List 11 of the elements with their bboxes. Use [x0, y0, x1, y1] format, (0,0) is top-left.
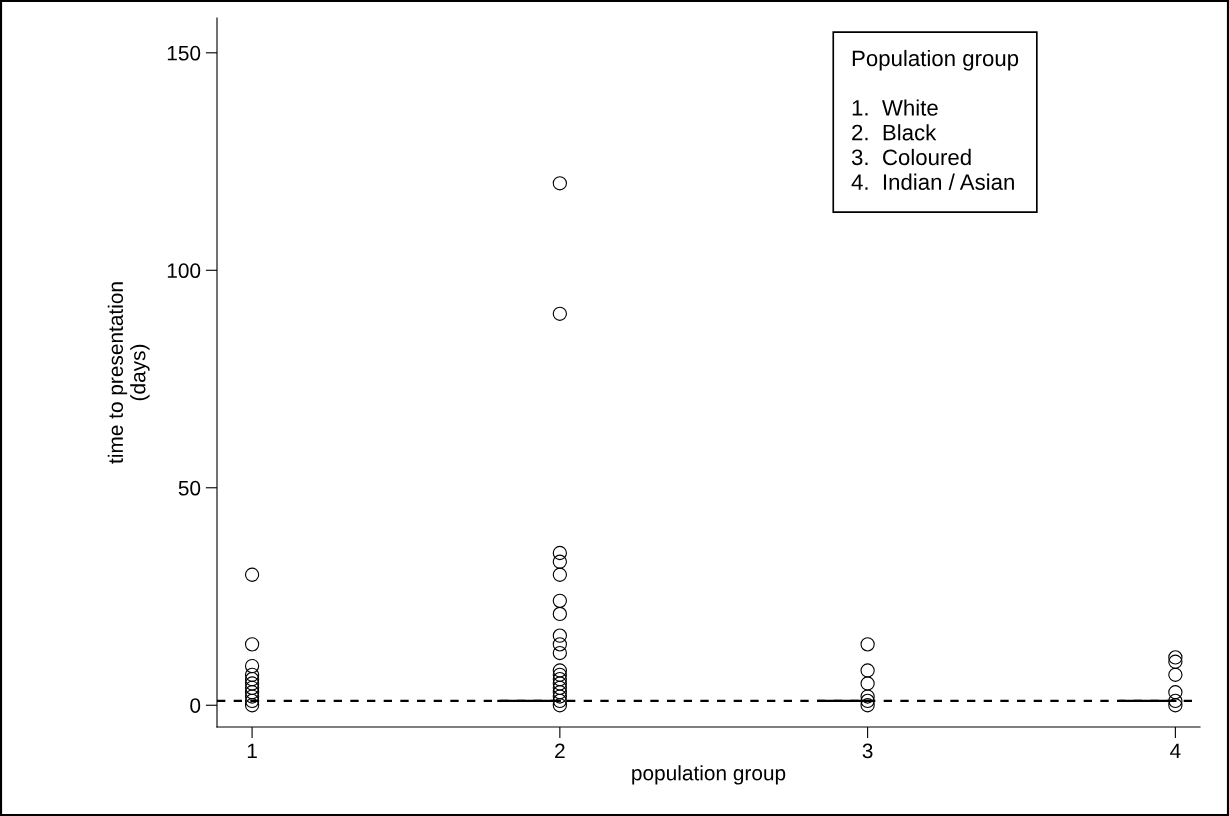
y-tick-label: 150 — [167, 45, 201, 61]
x-tick-label: 2 — [555, 743, 565, 759]
x-tick-label: 3 — [862, 743, 873, 759]
text: Population group 1. White 2. Black 3. Coloured 4. Indian / Asian — [851, 49, 1019, 190]
y-axis-title: time to presentation (days) — [107, 282, 150, 464]
y-tick-label: 0 — [190, 698, 201, 714]
x-axis-title: population group — [632, 765, 786, 785]
y-tick-label: 100 — [167, 263, 201, 279]
x-tick-label: 1 — [247, 743, 257, 759]
y-tick-label: 50 — [178, 480, 201, 496]
x-tick-label: 4 — [1170, 743, 1181, 759]
